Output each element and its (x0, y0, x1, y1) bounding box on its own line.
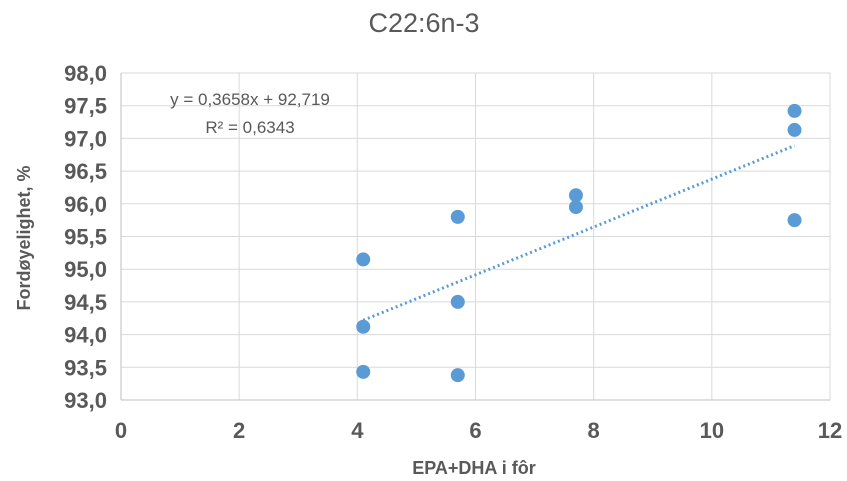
data-point (356, 319, 371, 334)
x-axis-title: EPA+DHA i fôr (412, 458, 536, 478)
data-point (568, 188, 583, 203)
chart-title: C22:6n-3 (368, 8, 479, 38)
trendline (362, 144, 796, 322)
data-point (356, 252, 371, 267)
y-tick-label: 93,5 (64, 355, 107, 380)
data-point (787, 213, 802, 228)
x-tick-label: 8 (588, 418, 600, 443)
y-tick-label: 98,0 (64, 61, 107, 86)
data-point (450, 209, 465, 224)
y-tick-label: 95,5 (64, 225, 107, 250)
y-tick-label: 97,0 (64, 126, 107, 151)
data-point (450, 368, 465, 383)
axes (120, 73, 830, 401)
tick-labels: 93,0 93,5 94,0 94,5 95,0 95,5 96,0 96,5 97,0 97,5… (64, 61, 842, 443)
x-tick-label: 2 (233, 418, 245, 443)
x-tick-label: 12 (818, 418, 842, 443)
y-tick-label: 94,0 (64, 323, 107, 348)
y-tick-label: 96,0 (64, 192, 107, 217)
data-point (356, 364, 371, 379)
trendline-r-squared: R² = 0,6343 (205, 118, 294, 137)
data-point (450, 294, 465, 309)
data-point (568, 200, 583, 215)
x-tick-label: 10 (700, 418, 724, 443)
y-tick-label: 95,0 (64, 257, 107, 282)
trendline-equation: y = 0,3658x + 92,719 (170, 90, 330, 109)
x-tick-label: 0 (115, 418, 127, 443)
y-tick-label: 93,0 (64, 388, 107, 413)
data-points (356, 103, 802, 383)
y-tick-label: 97,5 (64, 94, 107, 119)
y-tick-label: 94,5 (64, 290, 107, 315)
trendline-layer (362, 144, 796, 322)
y-axis-title: Fordøyelighet, % (14, 165, 34, 310)
x-tick-label: 4 (351, 418, 364, 443)
data-point (787, 103, 802, 118)
data-point (787, 122, 802, 137)
y-tick-label: 96,5 (64, 159, 107, 184)
x-tick-label: 6 (469, 418, 481, 443)
